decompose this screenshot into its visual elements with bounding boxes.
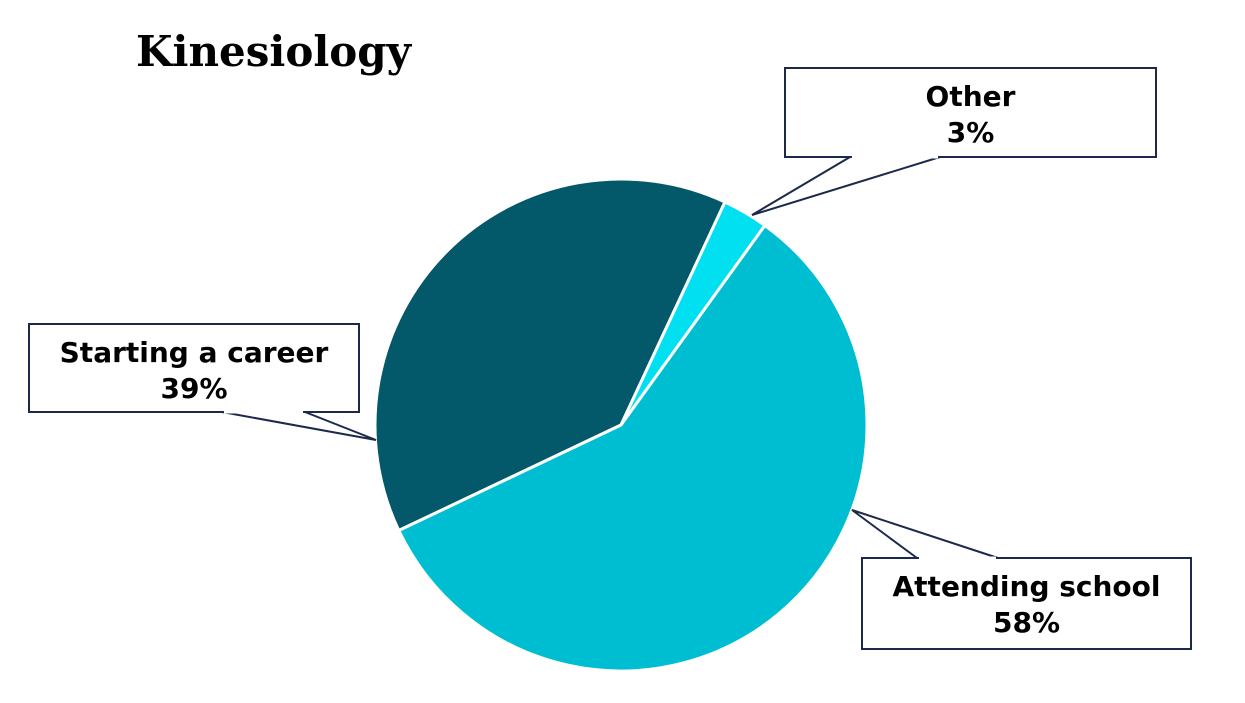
callout-box: [861, 557, 1192, 650]
callout-box: [784, 67, 1157, 158]
slice-value-label: 58%: [993, 606, 1060, 639]
callout-pointer: [851, 509, 999, 559]
callout-pointer: [751, 156, 941, 216]
slice-label: Other: [926, 80, 1016, 113]
slice-value-label: 39%: [160, 372, 227, 405]
slice-label: Attending school: [893, 570, 1161, 603]
slice-value-label: 3%: [947, 116, 995, 149]
chart-title: Kinesiology: [136, 27, 413, 76]
pie-slice-attending-school: [396, 223, 869, 673]
slice-label: Starting a career: [60, 336, 329, 369]
callout-pointer: [221, 411, 377, 441]
callout-box: [28, 323, 360, 413]
pie-slices: [373, 177, 869, 673]
pie-slice-starting-a-career: [373, 177, 727, 533]
